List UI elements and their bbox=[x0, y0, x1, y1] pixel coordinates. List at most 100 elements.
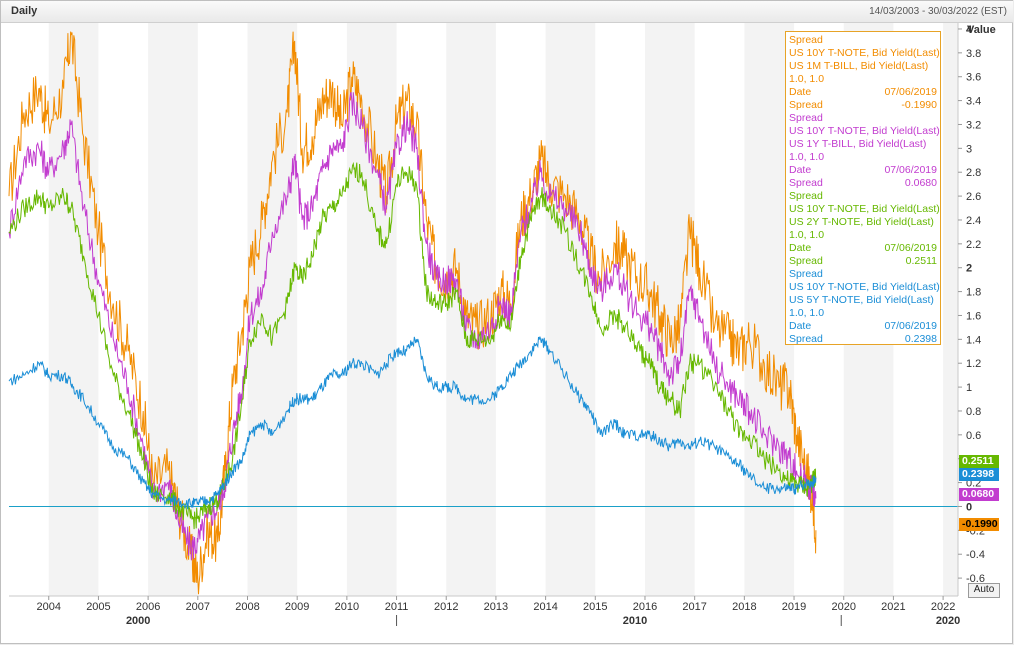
legend-date-label: Date bbox=[789, 242, 812, 254]
x-tick-label: 2013 bbox=[484, 601, 508, 613]
legend-spread-value: 0.2398 bbox=[904, 333, 937, 345]
x-tick-label: 2018 bbox=[732, 601, 756, 613]
legend-spread-value: -0.1990 bbox=[901, 99, 937, 111]
legend-instrument-b: US 5Y T-NOTE, Bid Yield(Last) bbox=[789, 294, 934, 306]
last-value-tag-magenta: 0.0680 bbox=[959, 488, 999, 501]
legend-instrument-a: US 10Y T-NOTE, Bid Yield(Last) bbox=[789, 125, 940, 137]
y-tick-label: 2.6 bbox=[966, 191, 981, 203]
last-value-tag-blue: 0.2398 bbox=[959, 468, 999, 481]
auto-scale-button[interactable]: Auto bbox=[968, 583, 1000, 598]
chart-header: Daily 14/03/2003 - 30/03/2022 (EST) bbox=[1, 1, 1013, 23]
chart-title: Daily bbox=[11, 5, 38, 17]
y-tick-label: 0 bbox=[966, 501, 972, 513]
legend-date-value: 07/06/2019 bbox=[884, 86, 937, 98]
legend-spread-row: Spread 0.2398 bbox=[789, 333, 937, 346]
y-tick-label: -0.6 bbox=[966, 573, 985, 585]
x-tick-label: 2015 bbox=[583, 601, 607, 613]
series-line-2 bbox=[8, 161, 817, 530]
x-tick-label: 2010 bbox=[335, 601, 359, 613]
x-tick-label: 2011 bbox=[385, 601, 409, 613]
series-line-3 bbox=[8, 336, 817, 510]
legend-spread-label: Spread bbox=[789, 177, 823, 189]
legend-factors: 1.0, 1.0 bbox=[789, 229, 825, 241]
legend-spread-value: 0.2511 bbox=[905, 255, 937, 267]
x-tick-label: 2007 bbox=[186, 601, 210, 613]
y-tick-label: 1.2 bbox=[966, 358, 981, 370]
series-line-1 bbox=[8, 91, 817, 561]
x-tick-label: 2020 bbox=[831, 601, 855, 613]
legend-instrument-b: US 2Y T-NOTE, Bid Yield(Last) bbox=[789, 216, 934, 228]
x-tick-label: 2017 bbox=[682, 601, 706, 613]
y-tick-label: 1.6 bbox=[966, 310, 981, 322]
legend-spread-row: Spread -0.1990 bbox=[789, 99, 937, 112]
legend-date-label: Date bbox=[789, 86, 812, 98]
x-tick-label: 2016 bbox=[633, 601, 657, 613]
x-tick-label: 2012 bbox=[434, 601, 458, 613]
legend-date-label: Date bbox=[789, 164, 812, 176]
last-value-tag-green: 0.2511 bbox=[959, 455, 999, 468]
legend-instrument-a: US 10Y T-NOTE, Bid Yield(Last) bbox=[789, 203, 940, 215]
legend-panel: Spread US 10Y T-NOTE, Bid Yield(Last) US 1… bbox=[785, 31, 941, 345]
legend-spread-label: Spread bbox=[789, 255, 823, 267]
y-tick-label: 1.4 bbox=[966, 334, 981, 346]
legend-spread-row: Spread 0.2511 bbox=[789, 255, 937, 268]
legend-factors: 1.0, 1.0 bbox=[789, 73, 825, 85]
year-band bbox=[48, 23, 99, 596]
y-tick-label: 2 bbox=[966, 263, 972, 275]
legend-date-row: Date 07/06/2019 bbox=[789, 242, 937, 255]
year-band bbox=[247, 23, 298, 596]
x-axis-ticks: 2004 2005 2006 2007 2008 2009 2010 2011 2012 2013… bbox=[37, 596, 960, 627]
y-tick-label: 3.6 bbox=[966, 72, 981, 84]
x-tick-label: 2021 bbox=[881, 601, 905, 613]
legend-date-value: 07/06/2019 bbox=[884, 164, 937, 176]
legend-title: Spread bbox=[789, 34, 823, 46]
x-tick-label: 2022 bbox=[931, 601, 955, 613]
y-tick-label: 1 bbox=[966, 382, 972, 394]
y-tick-label: 2.2 bbox=[966, 239, 981, 251]
year-band bbox=[943, 23, 958, 596]
legend-date-label: Date bbox=[789, 320, 812, 332]
x-decade-label: 2020 bbox=[936, 615, 960, 627]
y-tick-label: -0.4 bbox=[966, 549, 985, 561]
legend-date-value: 07/06/2019 bbox=[884, 242, 937, 254]
legend-date-value: 07/06/2019 bbox=[884, 320, 937, 332]
y-tick-label: 0.6 bbox=[966, 430, 981, 442]
legend-date-row: Date 07/06/2019 bbox=[789, 320, 937, 333]
legend-title: Spread bbox=[789, 190, 823, 202]
legend-instrument-a: US 10Y T-NOTE, Bid Yield(Last) bbox=[789, 281, 940, 293]
legend-factors: 1.0, 1.0 bbox=[789, 151, 825, 163]
series-line-0 bbox=[8, 31, 817, 595]
legend-factors: 1.0, 1.0 bbox=[789, 307, 825, 319]
x-decade-label: 2010 bbox=[623, 615, 647, 627]
x-tick-label: 2009 bbox=[285, 601, 309, 613]
year-band bbox=[545, 23, 596, 596]
legend-spread-row: Spread 0.0680 bbox=[789, 177, 937, 190]
x-tick-label: 2019 bbox=[782, 601, 806, 613]
legend-instrument-b: US 1M T-BILL, Bid Yield(Last) bbox=[789, 60, 929, 72]
legend-title: Spread bbox=[789, 268, 823, 280]
y-tick-label: 3.2 bbox=[966, 119, 981, 131]
x-tick-label: 2005 bbox=[86, 601, 110, 613]
legend-title: Spread bbox=[789, 112, 823, 124]
legend-date-row: Date 07/06/2019 bbox=[789, 164, 937, 177]
legend-spread-label: Spread bbox=[789, 99, 823, 111]
y-tick-label: 4 bbox=[966, 24, 973, 36]
y-tick-label: 2.4 bbox=[966, 215, 981, 227]
x-decade-label: 2000 bbox=[126, 615, 150, 627]
y-tick-label: 3.4 bbox=[966, 96, 981, 108]
x-tick-label: 2014 bbox=[533, 601, 557, 613]
series-lines bbox=[8, 31, 817, 595]
y-tick-label: 3.8 bbox=[966, 48, 981, 60]
legend-spread-value: 0.0680 bbox=[904, 177, 937, 189]
y-tick-label: 3 bbox=[966, 143, 972, 155]
date-range: 14/03/2003 - 30/03/2022 (EST) bbox=[869, 6, 1007, 17]
legend-date-row: Date 07/06/2019 bbox=[789, 86, 937, 99]
x-tick-label: 2008 bbox=[235, 601, 259, 613]
legend-instrument-b: US 1Y T-BILL, Bid Yield(Last) bbox=[789, 138, 927, 150]
y-axis-title: Value bbox=[967, 24, 996, 36]
x-tick-label: 2004 bbox=[37, 601, 61, 613]
y-tick-label: 0.8 bbox=[966, 406, 981, 418]
y-tick-label: 1.8 bbox=[966, 287, 981, 299]
